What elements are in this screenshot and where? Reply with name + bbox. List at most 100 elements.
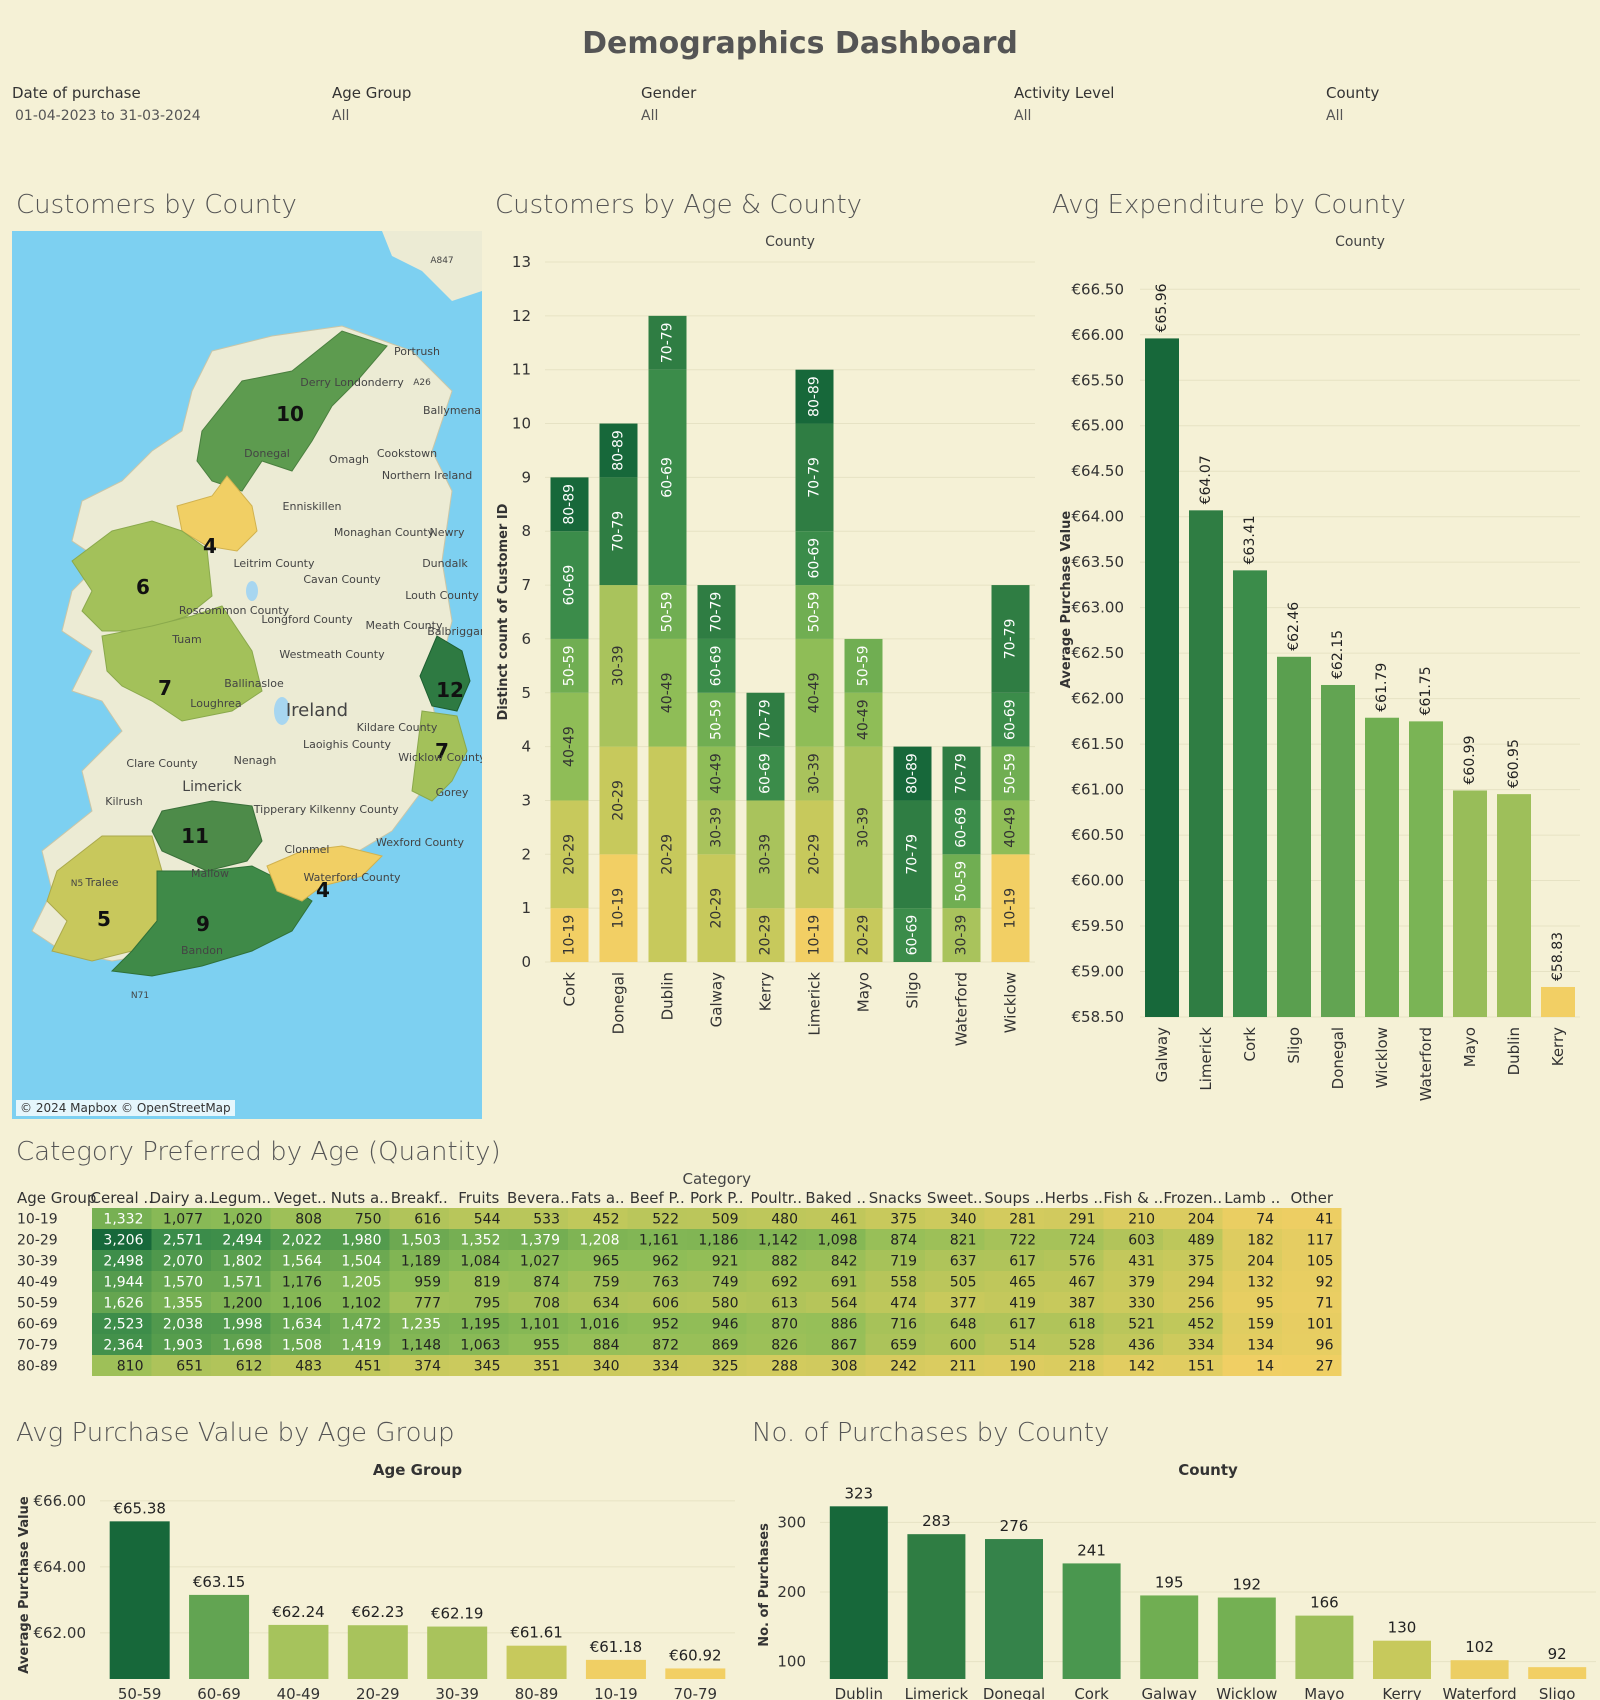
heatmap-cell[interactable] — [984, 1229, 1045, 1250]
heatmap-cell[interactable] — [1282, 1313, 1342, 1334]
bar[interactable] — [347, 1625, 408, 1679]
heatmap-cell[interactable] — [211, 1208, 271, 1229]
heatmap-cell[interactable] — [806, 1292, 866, 1313]
heatmap-cell[interactable] — [806, 1250, 866, 1271]
bar-segment[interactable] — [599, 746, 638, 855]
heatmap-cell[interactable] — [211, 1250, 271, 1271]
heatmap-cell[interactable] — [627, 1292, 688, 1313]
heatmap-cell[interactable] — [330, 1292, 390, 1313]
heatmap-cell[interactable] — [984, 1271, 1045, 1292]
heatmap-cell[interactable] — [330, 1229, 390, 1250]
heatmap-cell[interactable] — [389, 1208, 450, 1229]
heatmap-cell[interactable] — [925, 1334, 985, 1355]
heatmap-cell[interactable] — [449, 1229, 509, 1250]
heatmap-cell[interactable] — [211, 1313, 271, 1334]
heatmap-cell[interactable] — [270, 1355, 331, 1376]
bar-segment[interactable] — [599, 477, 638, 586]
heatmap-cell[interactable] — [984, 1292, 1045, 1313]
bar[interactable] — [268, 1624, 329, 1679]
filter-county[interactable]: County All — [1326, 84, 1379, 124]
bar-segment[interactable] — [550, 908, 589, 962]
bar[interactable] — [1140, 1595, 1199, 1679]
heatmap-cell[interactable] — [984, 1334, 1045, 1355]
heatmap-cell[interactable] — [449, 1334, 509, 1355]
bar-segment[interactable] — [550, 477, 589, 532]
bar[interactable] — [1541, 986, 1575, 1017]
heatmap-cell[interactable] — [1044, 1229, 1104, 1250]
bar-segment[interactable] — [746, 746, 785, 801]
heatmap-cell[interactable] — [1282, 1208, 1342, 1229]
heatmap-cell[interactable] — [984, 1355, 1045, 1376]
heatmap-cell[interactable] — [211, 1334, 271, 1355]
bar[interactable] — [506, 1645, 567, 1679]
heatmap-cell[interactable] — [687, 1250, 747, 1271]
bar-segment[interactable] — [599, 854, 638, 962]
heatmap-cell[interactable] — [627, 1313, 688, 1334]
heatmap-cell[interactable] — [1103, 1208, 1164, 1229]
heatmap-cell[interactable] — [806, 1313, 866, 1334]
bar[interactable] — [1528, 1667, 1587, 1679]
bar-segment[interactable] — [697, 746, 736, 801]
heatmap-cell[interactable] — [687, 1208, 747, 1229]
heatmap-cell[interactable] — [151, 1250, 212, 1271]
heatmap-cell[interactable] — [211, 1355, 271, 1376]
bar-segment[interactable] — [648, 585, 687, 639]
heatmap-cell[interactable] — [1103, 1334, 1164, 1355]
bar-segment[interactable] — [942, 854, 981, 909]
bar-segment[interactable] — [942, 908, 981, 962]
heatmap-cell[interactable] — [92, 1271, 152, 1292]
filter-value[interactable]: 01-04-2023 to 31-03-2024 — [15, 108, 201, 124]
heatmap-cell[interactable] — [806, 1271, 866, 1292]
bar-segment[interactable] — [648, 315, 687, 370]
heatmap-cell[interactable] — [1103, 1292, 1164, 1313]
county-wicklow[interactable] — [411, 710, 468, 802]
bar-segment[interactable] — [991, 692, 1030, 747]
map-svg[interactable]: 10 4 6 7 12 7 11 4 5 9 Ireland Northern … — [12, 231, 482, 1119]
heatmap-cell[interactable] — [865, 1292, 926, 1313]
heatmap-cell[interactable] — [211, 1292, 271, 1313]
filter-activity-level[interactable]: Activity Level All — [1014, 84, 1114, 124]
heatmap-cell[interactable] — [1282, 1334, 1342, 1355]
bar-segment[interactable] — [697, 692, 736, 747]
heatmap-cell[interactable] — [806, 1208, 866, 1229]
bar-segment[interactable] — [599, 585, 638, 747]
heatmap-cell[interactable] — [1222, 1250, 1283, 1271]
heatmap-cell[interactable] — [1044, 1334, 1104, 1355]
heatmap-cell[interactable] — [1163, 1292, 1223, 1313]
bar-segment[interactable] — [991, 585, 1030, 693]
heatmap-cell[interactable] — [687, 1313, 747, 1334]
bar-segment[interactable] — [746, 800, 785, 909]
heatmap-cell[interactable] — [746, 1208, 807, 1229]
heatmap-cell[interactable] — [1163, 1313, 1223, 1334]
heatmap-cell[interactable] — [1103, 1250, 1164, 1271]
heatmap-cell[interactable] — [151, 1229, 212, 1250]
heatmap-cell[interactable] — [865, 1229, 926, 1250]
bar-segment[interactable] — [795, 369, 834, 424]
heatmap-cell[interactable] — [1044, 1250, 1104, 1271]
heatmap-cell[interactable] — [746, 1355, 807, 1376]
heatmap-cell[interactable] — [984, 1208, 1045, 1229]
heatmap-cell[interactable] — [92, 1208, 152, 1229]
heatmap-cell[interactable] — [389, 1250, 450, 1271]
bar-segment[interactable] — [991, 800, 1030, 855]
filter-value[interactable]: All — [332, 108, 350, 124]
heatmap-cell[interactable] — [806, 1229, 866, 1250]
heatmap-cell[interactable] — [865, 1313, 926, 1334]
heatmap-cell[interactable] — [508, 1229, 569, 1250]
bar-segment[interactable] — [893, 908, 932, 962]
heatmap-cell[interactable] — [984, 1250, 1045, 1271]
bar-segment[interactable] — [795, 585, 834, 639]
heatmap-cell[interactable] — [1044, 1208, 1104, 1229]
heatmap-cell[interactable] — [865, 1355, 926, 1376]
heatmap-cell[interactable] — [1103, 1229, 1164, 1250]
heatmap-cell[interactable] — [508, 1208, 569, 1229]
heatmap-cell[interactable] — [449, 1250, 509, 1271]
bar-segment[interactable] — [648, 746, 687, 962]
bar-segment[interactable] — [795, 423, 834, 532]
heatmap-cell[interactable] — [746, 1313, 807, 1334]
purchases-county-chart[interactable]: County 100 200 300 No. of Purchases 323 Dublin… — [752, 1455, 1600, 1700]
bar[interactable] — [1365, 717, 1399, 1017]
heatmap-cell[interactable] — [151, 1208, 212, 1229]
heatmap-cell[interactable] — [1103, 1271, 1164, 1292]
